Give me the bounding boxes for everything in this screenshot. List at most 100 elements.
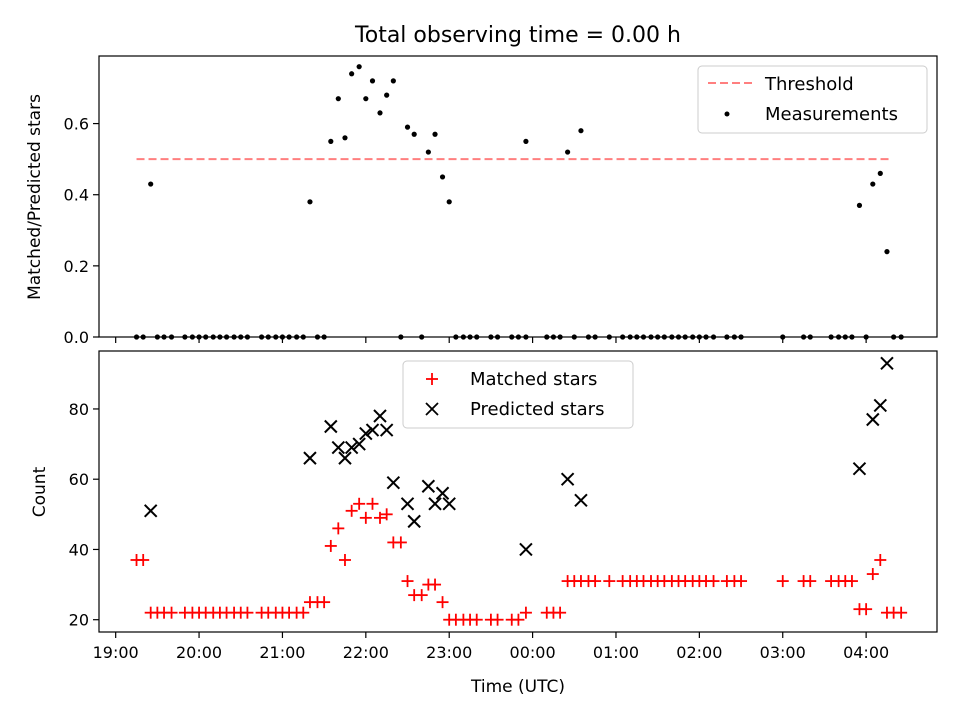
matched-star-point — [512, 613, 525, 626]
predicted-star-point — [407, 514, 421, 529]
predicted-star-point — [359, 426, 373, 441]
measurement-point — [877, 170, 883, 176]
measurement-point — [870, 181, 876, 187]
matched-star-point — [359, 511, 372, 524]
x-tick-label: 01:00 — [593, 643, 639, 662]
matched-star-point — [735, 575, 748, 588]
matched-star-point — [297, 606, 310, 619]
predicted-star-point — [303, 451, 317, 465]
measurement-point — [578, 128, 584, 134]
matched-star-point — [519, 606, 532, 619]
legend-threshold-label: Threshold — [764, 74, 854, 95]
matched-star-point — [554, 606, 567, 619]
legend-matched-swatch — [426, 373, 438, 385]
measurement-point — [328, 138, 334, 144]
measurement-point — [369, 78, 376, 84]
matched-star-point — [776, 575, 789, 588]
measurement-point — [411, 131, 417, 137]
measurement-point — [377, 110, 383, 116]
measurement-point — [363, 96, 369, 102]
matched-star-point — [415, 589, 428, 602]
y-tick-label: 0.2 — [64, 257, 89, 276]
measurement-point — [404, 124, 411, 130]
measurement-point — [349, 71, 355, 77]
y-tick-label: 0.6 — [64, 115, 89, 134]
matched-star-point — [380, 508, 393, 521]
y-tick-label: 0.0 — [64, 328, 89, 347]
bottom-y-axis-label: Count — [30, 466, 50, 517]
measurement-point — [884, 249, 890, 255]
predicted-star-point — [442, 497, 456, 511]
bottom-axes-frame — [98, 350, 938, 633]
predicted-star-point — [386, 476, 401, 490]
measurement-point — [307, 199, 313, 205]
x-tick-label: 02:00 — [676, 643, 722, 662]
top-axes-frame — [98, 55, 938, 338]
matched-star-point — [470, 613, 483, 626]
predicted-star-point — [324, 419, 338, 434]
legend-predicted-label: Predicted stars — [470, 399, 604, 420]
x-tick-label: 04:00 — [843, 643, 889, 662]
predicted-star-point — [331, 440, 346, 455]
bottom-y-ticks: 20 40 60 80 — [69, 400, 99, 630]
y-tick-label: 80 — [69, 400, 89, 419]
y-tick-label: 60 — [69, 470, 89, 489]
matched-star-point — [345, 504, 358, 517]
x-tick-label: 22:00 — [343, 643, 389, 662]
matched-star-point — [491, 613, 504, 626]
matched-star-point — [332, 522, 345, 535]
predicted-star-point — [852, 461, 867, 476]
measurement-point — [432, 131, 438, 137]
bottom-legend-box — [402, 360, 634, 429]
matched-star-point — [436, 596, 449, 609]
predicted-star-point — [143, 504, 158, 518]
matched-star-point — [374, 511, 387, 524]
matched-star-point — [845, 575, 858, 588]
bottom-panel: 20 40 60 80 19:00 20:00 21:00 22:00 23:00 00:00 0… — [30, 350, 938, 697]
matched-star-point — [589, 575, 602, 588]
top-legend: Threshold Measurements — [697, 65, 928, 134]
measurement-point — [425, 149, 431, 155]
predicted-star-point — [400, 497, 415, 511]
measurement-point — [148, 181, 154, 187]
matched-star-point — [603, 575, 616, 588]
predicted-star-point — [338, 451, 352, 465]
matched-star-point — [874, 553, 887, 566]
matched-star-point — [338, 553, 351, 566]
legend-measurements-swatch — [724, 111, 730, 117]
predicted-star-point — [428, 497, 442, 511]
predicted-star-point — [560, 472, 575, 486]
measurement-point — [523, 138, 529, 144]
matched-star-point — [394, 536, 407, 549]
matched-star-point — [804, 575, 817, 588]
measurement-point — [384, 92, 390, 98]
predicted-star-point — [421, 479, 436, 493]
y-tick-label: 0.4 — [64, 186, 89, 205]
measurement-point — [439, 174, 446, 180]
matched-star-point — [429, 578, 442, 591]
y-tick-label: 40 — [69, 540, 89, 559]
predicted-star-point — [373, 409, 387, 423]
top-y-axis-label: Matched/Predicted stars — [25, 94, 45, 300]
bottom-plot-marks — [130, 356, 908, 626]
top-x-ticks — [115, 337, 867, 343]
legend-matched-label: Matched stars — [470, 369, 597, 390]
predicted-star-point — [866, 412, 880, 427]
predicted-star-point — [379, 423, 394, 437]
matched-star-point — [860, 603, 873, 616]
matched-star-point — [318, 596, 331, 609]
x-tick-label: 20:00 — [176, 643, 222, 662]
matched-star-point — [895, 606, 908, 619]
top-y-ticks: 0.0 0.2 0.4 0.6 — [64, 115, 99, 347]
measurement-point — [856, 202, 863, 208]
bottom-x-ticks: 19:00 20:00 21:00 22:00 23:00 00:00 01:00 02:00… — [93, 632, 889, 662]
measurement-point — [356, 64, 362, 70]
measurement-point — [446, 199, 452, 205]
matched-star-point — [165, 606, 178, 619]
chart-title: Total observing time = 0.00 h — [354, 23, 681, 48]
predicted-star-point — [880, 356, 894, 371]
matched-star-point — [353, 497, 366, 510]
predicted-star-point — [365, 423, 380, 437]
matched-star-point — [866, 568, 879, 581]
predicted-star-point — [435, 486, 450, 500]
